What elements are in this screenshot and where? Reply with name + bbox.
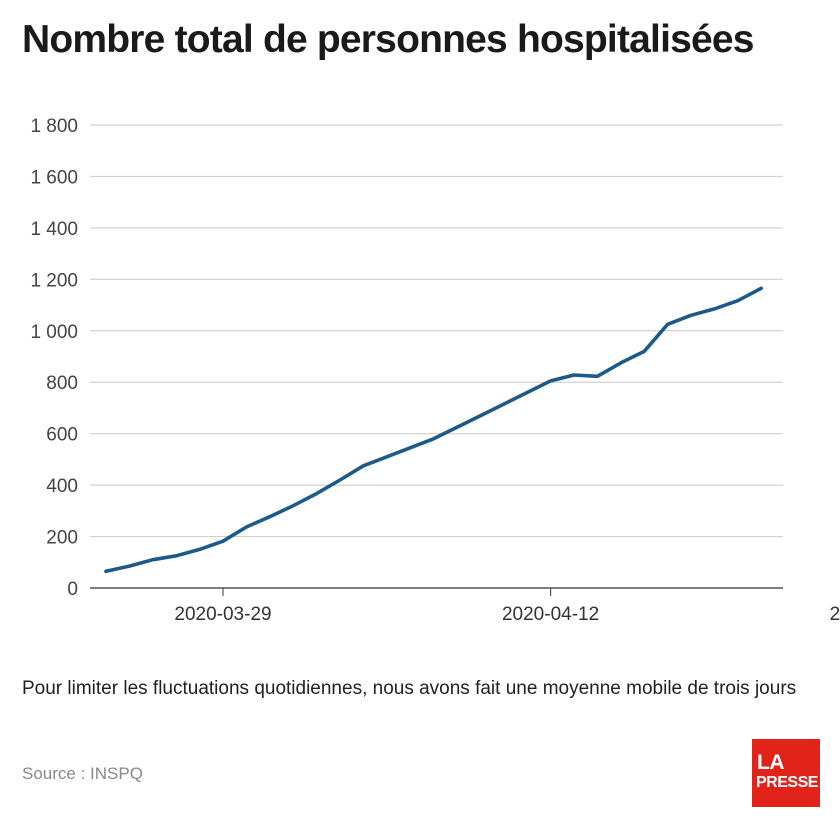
y-axis-ticks: 0 200 400 600 800 1 000 1 200 1 400 1 600 1 800 <box>30 116 78 600</box>
logo-line-2: PRESSE <box>756 774 818 791</box>
y-tick-label: 200 <box>46 528 78 549</box>
y-tick-label: 600 <box>46 425 78 446</box>
x-tick-label: 2020-03-29 <box>174 604 271 625</box>
line-chart: 0 200 400 600 800 1 000 1 200 1 400 1 600 1 800 2… <box>30 116 840 625</box>
chart-title: Nombre total de personnes hospitalisées <box>22 18 754 61</box>
y-tick-label: 800 <box>46 373 78 394</box>
y-tick-label: 1 400 <box>30 219 78 240</box>
x-tick-label: 2020-04-26 <box>830 604 840 625</box>
y-tick-label: 0 <box>67 579 78 600</box>
y-tick-label: 1 800 <box>30 116 78 137</box>
x-tick-label: 2020-04-12 <box>502 604 599 625</box>
series-lines <box>104 286 764 574</box>
series-line-0 <box>104 286 764 574</box>
y-tick-label: 400 <box>46 476 78 497</box>
y-tick-label: 1 000 <box>30 322 78 343</box>
gridlines <box>90 124 783 538</box>
methodology-note: Pour limiter les fluctuations quotidienn… <box>22 678 797 699</box>
source-credit: Source : INSPQ <box>22 764 143 783</box>
y-tick-label: 1 600 <box>30 167 78 188</box>
la-presse-logo: LA PRESSE <box>752 739 820 807</box>
y-tick-label: 1 200 <box>30 270 78 291</box>
logo-line-1: LA <box>757 751 785 774</box>
